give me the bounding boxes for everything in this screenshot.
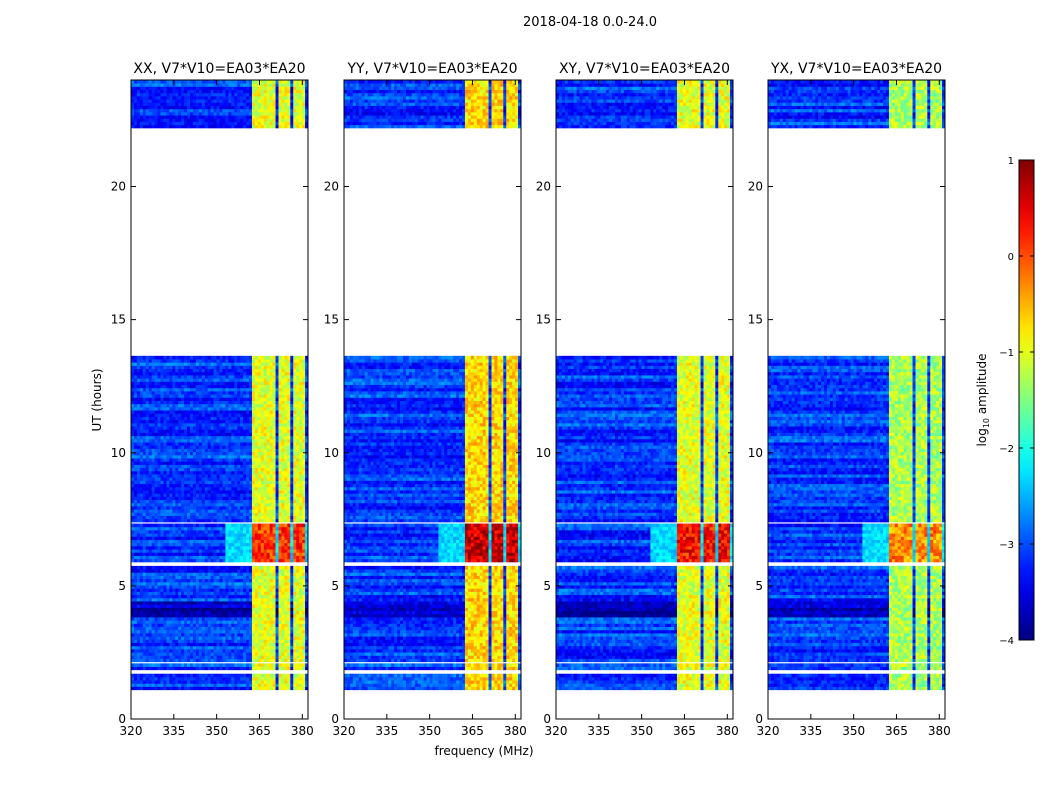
y-tick-label: 10 xyxy=(748,446,763,460)
heatmap-cells xyxy=(556,80,733,691)
x-tick-label: 350 xyxy=(205,724,228,738)
x-tick-label: 320 xyxy=(545,724,568,738)
heatmap-cells xyxy=(768,80,945,691)
x-tick-label: 335 xyxy=(799,724,822,738)
y-tick-label: 20 xyxy=(111,180,126,194)
panel-xx: 320 335 350 365 380 0 5 10 15 20 XX, V7*V10=EA03*E… xyxy=(111,61,314,738)
y-tick-label: 20 xyxy=(324,180,339,194)
colorbar: 1 0 −1 −2 −3 −4 log10 amplitude xyxy=(975,156,1035,647)
x-tick-label: 320 xyxy=(120,724,143,738)
plot-frame xyxy=(343,79,522,720)
colorbar-tick-label: −1 xyxy=(999,348,1014,359)
y-tick-label: 5 xyxy=(331,579,339,593)
x-axis-label: frequency (MHz) xyxy=(434,744,533,758)
colorbar-tick-label: −2 xyxy=(999,444,1014,455)
colorbar-tick-label: −4 xyxy=(999,636,1014,647)
plot-frame xyxy=(130,79,309,720)
x-tick-label: 320 xyxy=(757,724,780,738)
y-tick-label: 15 xyxy=(536,313,551,327)
x-tick-label: 365 xyxy=(885,724,908,738)
y-tick-label: 10 xyxy=(536,446,551,460)
panel-title: YX, V7*V10=EA03*EA20 xyxy=(770,61,942,77)
y-tick-label: 15 xyxy=(111,313,126,327)
y-tick-label: 5 xyxy=(543,579,551,593)
colorbar-tick-label: −3 xyxy=(999,540,1014,551)
panel-xy: 320 335 350 365 380 0 5 10 15 20 XY, V7*V10=EA03*E… xyxy=(536,61,739,738)
x-tick-label: 380 xyxy=(291,724,314,738)
y-tick-label: 10 xyxy=(111,446,126,460)
x-tick-label: 365 xyxy=(248,724,271,738)
x-tick-label: 335 xyxy=(162,724,185,738)
x-tick-label: 320 xyxy=(333,724,356,738)
heatmap-cells xyxy=(344,80,521,691)
colorbar-tick-label: 1 xyxy=(1008,156,1014,167)
x-tick-label: 365 xyxy=(461,724,484,738)
panels: 320 335 350 365 380 0 5 10 15 20 XX, V7*V10=EA03*E… xyxy=(111,61,951,738)
panel-yx: 320 335 350 365 380 0 5 10 15 20 YX, V7*V10=EA03*E… xyxy=(748,61,951,738)
x-tick-label: 380 xyxy=(716,724,739,738)
x-tick-label: 335 xyxy=(375,724,398,738)
heatmap-cells xyxy=(131,80,308,691)
figure-title: 2018-04-18 0.0-24.0 xyxy=(523,15,657,30)
panel-title: XY, V7*V10=EA03*EA20 xyxy=(559,61,730,77)
panel-title: YY, V7*V10=EA03*EA20 xyxy=(346,61,517,77)
plot-frame xyxy=(555,79,734,720)
y-tick-label: 0 xyxy=(543,712,551,726)
colorbar-tick-label: 0 xyxy=(1008,252,1014,263)
y-tick-label: 0 xyxy=(331,712,339,726)
panel-yy: 320 335 350 365 380 0 5 10 15 20 YY, V7*V10=EA03*E… xyxy=(324,61,527,738)
colorbar-label: log10 amplitude xyxy=(975,354,991,447)
y-axis-label: UT (hours) xyxy=(90,368,104,431)
x-tick-label: 350 xyxy=(630,724,653,738)
x-tick-label: 365 xyxy=(673,724,696,738)
x-tick-label: 380 xyxy=(504,724,527,738)
panel-title: XX, V7*V10=EA03*EA20 xyxy=(133,61,305,77)
colorbar-scale xyxy=(1018,159,1035,641)
y-tick-label: 5 xyxy=(118,579,126,593)
plot-frame xyxy=(767,79,946,720)
x-tick-label: 380 xyxy=(928,724,951,738)
y-tick-label: 10 xyxy=(324,446,339,460)
y-tick-label: 20 xyxy=(748,180,763,194)
x-tick-label: 335 xyxy=(587,724,610,738)
x-tick-label: 350 xyxy=(418,724,441,738)
y-tick-label: 15 xyxy=(324,313,339,327)
x-tick-label: 350 xyxy=(842,724,865,738)
y-tick-label: 15 xyxy=(748,313,763,327)
y-tick-label: 5 xyxy=(755,579,763,593)
y-tick-label: 0 xyxy=(755,712,763,726)
y-tick-label: 0 xyxy=(118,712,126,726)
y-tick-label: 20 xyxy=(536,180,551,194)
